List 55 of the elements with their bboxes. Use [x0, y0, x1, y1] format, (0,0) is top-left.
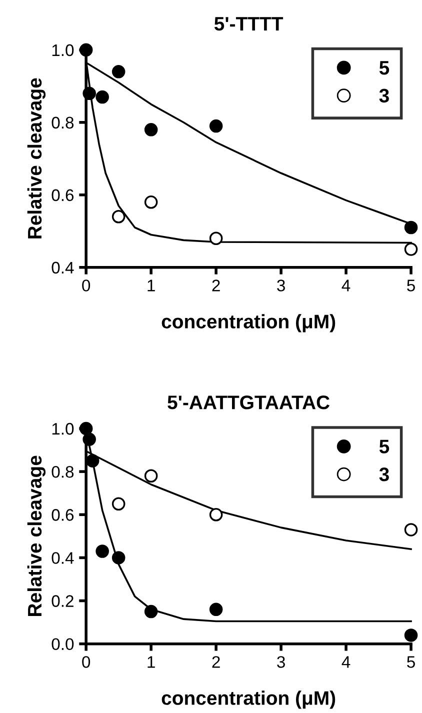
y-tick-label: 0.8: [52, 116, 74, 129]
chart-title: 5'-TTTT: [214, 17, 284, 31]
point: [112, 497, 126, 511]
point: [209, 508, 223, 522]
point: [96, 544, 109, 558]
x-tick-label: 0: [82, 656, 90, 668]
point: [96, 90, 109, 104]
point: [82, 432, 96, 446]
legend-label: 5: [379, 61, 390, 75]
x-tick-label: 2: [212, 656, 220, 668]
y-tick-label: 0.6: [52, 189, 74, 202]
x-axis-title: concentration (μM): [162, 314, 336, 332]
point: [79, 43, 93, 57]
y-axis-title: Relative cleavage: [27, 456, 46, 616]
y-tick-label: 0.2: [52, 595, 74, 607]
x-tick-label: 4: [342, 280, 350, 292]
point: [144, 195, 158, 209]
legend-label: 3: [379, 88, 389, 103]
point: [209, 602, 223, 616]
x-tick-label: 4: [342, 656, 350, 668]
point: [144, 123, 158, 136]
point: [86, 454, 100, 468]
point: [112, 210, 126, 224]
point: [112, 65, 126, 78]
point: [404, 220, 418, 234]
point: [404, 523, 418, 536]
legend-label: 3: [379, 467, 389, 482]
point: [404, 628, 418, 642]
point: [112, 551, 126, 564]
point: [82, 86, 96, 100]
point: [404, 242, 418, 256]
point: [144, 604, 158, 618]
x-tick-label: 1: [148, 280, 155, 292]
y-tick-label: 0.8: [52, 466, 74, 478]
x-tick-label: 2: [212, 280, 220, 292]
y-tick-label: 1.0: [52, 422, 74, 435]
x-tick-label: 5: [407, 656, 415, 668]
point: [209, 232, 223, 246]
legend-label: 5: [379, 440, 390, 454]
x-axis-title: concentration (μM): [162, 690, 336, 709]
y-tick-label: 0.4: [52, 552, 74, 564]
y-tick-label: 1.0: [52, 44, 74, 56]
x-tick-label: 0: [82, 280, 90, 292]
y-tick-label: 0.0: [52, 638, 74, 650]
x-tick-label: 3: [277, 656, 285, 668]
chart-title: 5'-AATTGTAATAC: [168, 395, 330, 410]
point: [79, 422, 93, 436]
point: [144, 469, 158, 483]
point: [209, 119, 223, 133]
x-tick-label: 1: [148, 656, 155, 668]
x-tick-label: 5: [407, 280, 415, 292]
y-tick-label: 0.4: [52, 262, 74, 274]
y-axis-title: Relative cleavage: [27, 78, 46, 238]
x-tick-label: 3: [277, 280, 285, 292]
y-tick-label: 0.6: [52, 509, 74, 521]
